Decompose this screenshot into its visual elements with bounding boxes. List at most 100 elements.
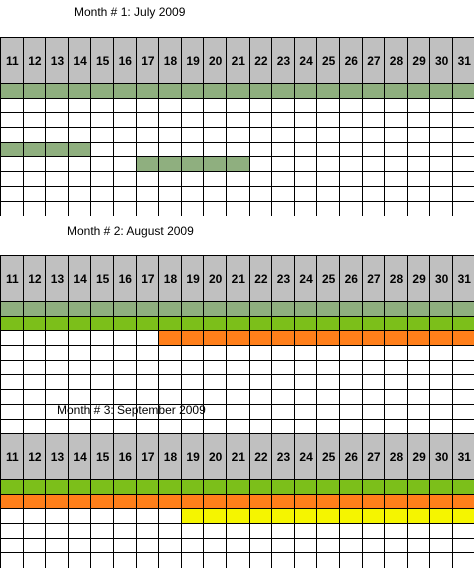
day-header-cell: 27	[361, 433, 386, 480]
schedule-cell	[0, 97, 24, 114]
schedule-bar-cell	[180, 330, 205, 347]
schedule-cell	[135, 171, 160, 187]
schedule-row	[0, 359, 474, 376]
day-header-cell: 13	[45, 255, 69, 302]
schedule-bar-cell	[361, 493, 386, 510]
schedule-cell	[22, 330, 47, 347]
schedule-bar-cell	[158, 315, 182, 332]
schedule-cell	[45, 156, 69, 173]
schedule-cell	[452, 185, 474, 202]
schedule-bar-cell	[67, 479, 92, 495]
schedule-cell	[384, 374, 408, 391]
schedule-cell	[271, 418, 295, 435]
schedule-cell	[361, 418, 386, 435]
schedule-row	[0, 345, 474, 361]
schedule-bar-cell	[271, 330, 295, 347]
schedule-bar-cell	[429, 315, 453, 332]
schedule-cell	[226, 141, 250, 158]
schedule-cell	[384, 389, 408, 405]
day-header-cell: 17	[135, 37, 160, 84]
schedule-cell	[429, 127, 453, 143]
schedule-cell	[0, 185, 24, 202]
schedule-cell	[406, 537, 431, 554]
schedule-cell	[90, 185, 114, 202]
schedule-cell	[226, 345, 250, 361]
schedule-cell	[429, 374, 453, 391]
schedule-cell	[113, 523, 137, 539]
schedule-cell	[67, 185, 92, 202]
schedule-row	[0, 200, 474, 217]
schedule-cell	[180, 345, 205, 361]
schedule-cell	[406, 523, 431, 539]
schedule-bar-cell	[271, 301, 295, 317]
day-header-cell: 29	[406, 255, 431, 302]
schedule-cell	[67, 523, 92, 539]
schedule-cell	[203, 200, 227, 217]
schedule-cell	[248, 200, 273, 217]
day-header-cell: 25	[316, 255, 340, 302]
schedule-bar-cell	[384, 315, 408, 332]
schedule-bar-cell	[316, 479, 340, 495]
schedule-cell	[90, 403, 114, 420]
day-header-cell: 22	[248, 255, 273, 302]
schedule-cell	[113, 552, 137, 569]
schedule-cell	[429, 389, 453, 405]
schedule-cell	[248, 345, 273, 361]
schedule-cell	[339, 156, 363, 173]
schedule-bar-cell	[22, 141, 47, 158]
schedule-cell	[180, 374, 205, 391]
schedule-cell	[293, 389, 318, 405]
schedule-cell	[203, 523, 227, 539]
schedule-cell	[0, 403, 24, 420]
schedule-bar-cell	[22, 301, 47, 317]
schedule-cell	[429, 156, 453, 173]
schedule-cell	[158, 200, 182, 217]
schedule-bar-cell	[113, 479, 137, 495]
schedule-bar-cell	[316, 330, 340, 347]
day-header-cell: 11	[0, 433, 24, 480]
schedule-cell	[22, 552, 47, 569]
schedule-cell	[67, 171, 92, 187]
schedule-cell	[67, 508, 92, 525]
schedule-cell	[384, 127, 408, 143]
schedule-cell	[113, 345, 137, 361]
schedule-cell	[452, 200, 474, 217]
schedule-cell	[406, 112, 431, 129]
schedule-cell	[22, 127, 47, 143]
schedule-cell	[316, 418, 340, 435]
schedule-bar-cell	[67, 141, 92, 158]
day-header-cell: 29	[406, 37, 431, 84]
schedule-cell	[429, 141, 453, 158]
schedule-cell	[384, 403, 408, 420]
schedule-cell	[316, 141, 340, 158]
schedule-cell	[248, 141, 273, 158]
schedule-bar-cell	[90, 479, 114, 495]
schedule-bar-cell	[203, 479, 227, 495]
schedule-bar-cell	[361, 83, 386, 99]
schedule-cell	[180, 97, 205, 114]
schedule-cell	[180, 359, 205, 376]
schedule-bar-cell	[0, 479, 24, 495]
schedule-cell	[0, 552, 24, 569]
schedule-row	[0, 83, 474, 99]
day-header-cell: 31	[452, 37, 474, 84]
schedule-cell	[316, 171, 340, 187]
schedule-cell	[135, 97, 160, 114]
schedule-cell	[384, 537, 408, 554]
schedule-bar-cell	[248, 330, 273, 347]
day-header-cell: 29	[406, 433, 431, 480]
schedule-cell	[113, 200, 137, 217]
schedule-cell	[452, 537, 474, 554]
schedule-cell	[203, 185, 227, 202]
schedule-cell	[135, 523, 160, 539]
schedule-cell	[90, 508, 114, 525]
day-header-cell: 11	[0, 255, 24, 302]
schedule-cell	[45, 330, 69, 347]
schedule-bar-cell	[135, 83, 160, 99]
schedule-row	[0, 301, 474, 317]
schedule-cell	[316, 374, 340, 391]
schedule-cell	[271, 141, 295, 158]
schedule-cell	[271, 171, 295, 187]
schedule-cell	[90, 127, 114, 143]
schedule-cell	[45, 389, 69, 405]
